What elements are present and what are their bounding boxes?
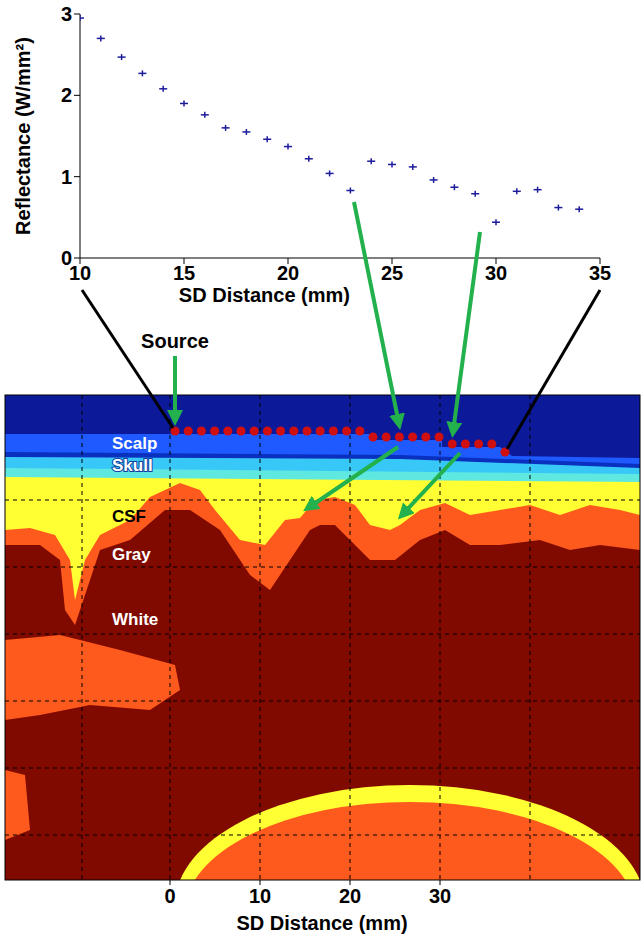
- svg-text:Scalp: Scalp: [112, 434, 157, 453]
- svg-text:30: 30: [485, 262, 507, 284]
- svg-text:Skull: Skull: [112, 456, 153, 475]
- svg-text:25: 25: [381, 262, 403, 284]
- svg-text:15: 15: [173, 262, 195, 284]
- svg-text:30: 30: [429, 885, 451, 907]
- svg-text:SD Distance (mm): SD Distance (mm): [236, 912, 407, 934]
- svg-text:10: 10: [69, 262, 91, 284]
- svg-text:CSF: CSF: [112, 507, 146, 526]
- svg-text:0: 0: [164, 885, 175, 907]
- svg-text:20: 20: [339, 885, 361, 907]
- svg-text:20: 20: [277, 262, 299, 284]
- svg-text:0: 0: [61, 247, 72, 269]
- svg-text:Source: Source: [141, 330, 209, 352]
- svg-text:10: 10: [249, 885, 271, 907]
- svg-text:2: 2: [61, 84, 72, 106]
- svg-text:35: 35: [589, 262, 611, 284]
- svg-text:White: White: [112, 610, 158, 629]
- svg-text:SD Distance (mm): SD Distance (mm): [179, 284, 350, 306]
- svg-text:1: 1: [61, 166, 72, 188]
- svg-text:3: 3: [61, 3, 72, 25]
- svg-text:Gray: Gray: [112, 545, 151, 564]
- svg-text:Reflectance (W/mm²): Reflectance (W/mm²): [12, 37, 34, 235]
